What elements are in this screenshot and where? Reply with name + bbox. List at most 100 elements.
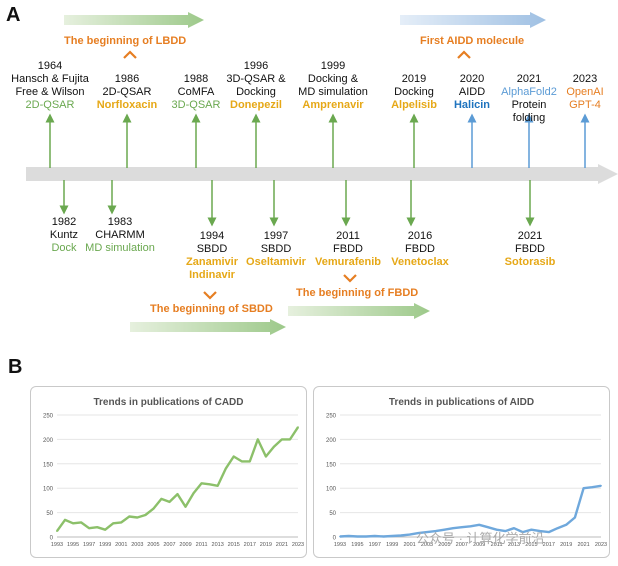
data-point [168,500,171,503]
y-tick-label: 0 [333,536,337,542]
event-detail: CHARMM [95,229,145,241]
chevron-down-icon [342,271,358,289]
event-detail: Docking [236,86,276,98]
data-point [373,535,376,537]
event-detail: 2D-QSAR [102,86,152,98]
data-point [184,505,187,508]
data-point [600,484,602,487]
event-year: 1994 [199,230,225,242]
data-point [356,535,359,538]
x-tick-label: 2009 [473,542,485,548]
y-tick-label: 100 [326,487,337,493]
data-point [289,438,291,441]
data-point [64,519,66,521]
aidd-chart-card: Trends in publications of AIDD 0 50 100 150… [313,386,610,558]
event-1983: 1983 CHARMM MD simulation [85,216,155,255]
event-1982: 1982 Kuntz Dock [50,216,78,255]
event-year: 2021 [516,73,542,85]
event-1964: 1964 Hansch & Fujita Free & Wilson 2D-QS… [11,60,89,112]
x-tick-label: 2011 [491,542,503,548]
aidd-arrow [400,12,546,28]
data-point [460,526,463,529]
x-tick-label: 2011 [196,542,208,548]
event-year: 2011 [336,230,360,242]
event-detail: folding [512,112,546,124]
data-point [391,535,394,537]
data-point [112,522,115,525]
data-point [72,522,74,525]
y-tick-label: 50 [329,511,336,517]
event-year: 1983 [107,216,133,228]
data-point [530,528,533,531]
timeline-connectors [45,113,590,227]
data-point [478,523,481,526]
data-point [591,486,594,489]
data-point [347,535,350,537]
x-tick-label: 2007 [163,542,175,548]
data-point [297,426,299,429]
event-tag: Indinavir [189,269,235,281]
event-detail: Docking [394,86,434,98]
chevron-down-icon [202,288,218,306]
x-tick-label: 2003 [131,542,143,548]
event-1988: 1988 CoMFA 3D-QSAR [172,73,221,112]
data-point [232,455,235,458]
x-tick-label: 2001 [115,542,127,548]
event-tag: Halicin [453,99,491,111]
event-tag: Norfloxacin [96,99,158,111]
data-point [208,483,211,486]
event-detail: SBDD [196,243,228,255]
data-point [495,528,498,531]
x-tick-label: 2001 [403,542,415,548]
watermark: 公众号 · 计算化学前沿 [416,531,545,546]
data-point [248,460,251,463]
x-tick-label: 2003 [421,542,433,548]
data-point [565,523,568,526]
cadd-chart-card: Trends in publications of CADD 0 50 100 150… [30,386,307,558]
event-tag: OpenAI [566,86,604,98]
x-tick-label: 1995 [351,542,363,548]
lbdd-arrow [64,12,204,28]
event-tag: Donepezil [230,99,282,111]
event-tag: Dock [51,242,77,254]
milestone-lbdd: The beginning of LBDD [64,35,187,47]
event-tag: Oseltamivir [246,256,306,268]
event-tag: Zanamivir [186,256,238,268]
event-year: 1997 [263,230,289,242]
data-point [547,531,550,534]
event-1997: 1997 SBDD Oseltamivir [246,230,306,269]
x-tick-label: 1997 [369,542,381,548]
data-point [417,532,420,534]
event-detail: MD simulation [298,86,368,98]
event-detail: AIDD [458,86,486,98]
event-detail: FBDD [405,243,435,255]
event-detail: Free & Wilson [15,86,85,98]
data-point [136,516,139,519]
x-tick-label: 2017 [244,542,256,548]
event-tag: Venetoclax [391,256,449,268]
milestone-aidd: First AIDD molecule [420,35,525,47]
x-tick-label: 2009 [179,542,191,548]
x-tick-label: 1997 [83,542,95,548]
data-point [216,484,219,487]
x-tick-label: 2017 [543,542,555,548]
y-tick-label: 50 [46,511,53,517]
x-tick-label: 1993 [334,542,346,548]
data-point [200,482,203,485]
milestone-fbdd: The beginning of FBDD [296,287,419,299]
x-tick-label: 2013 [212,542,224,548]
x-tick-label: 2019 [260,542,272,548]
data-point [469,525,472,528]
event-2016: 2016 FBDD Venetoclax [391,230,448,269]
data-point [426,531,428,534]
event-tag: GPT-4 [569,99,601,111]
x-tick-label: 2005 [438,542,450,548]
x-tick-label: 2015 [228,542,240,548]
event-2020: 2020 AIDD Halicin [454,73,490,112]
data-point [400,534,402,537]
data-point [224,467,227,470]
y-tick-label: 150 [43,462,54,468]
panel-label-b: B [8,356,23,378]
event-tag: Amprenavir [302,99,364,111]
event-2019: 2019 Docking Alpelisib [391,73,437,112]
